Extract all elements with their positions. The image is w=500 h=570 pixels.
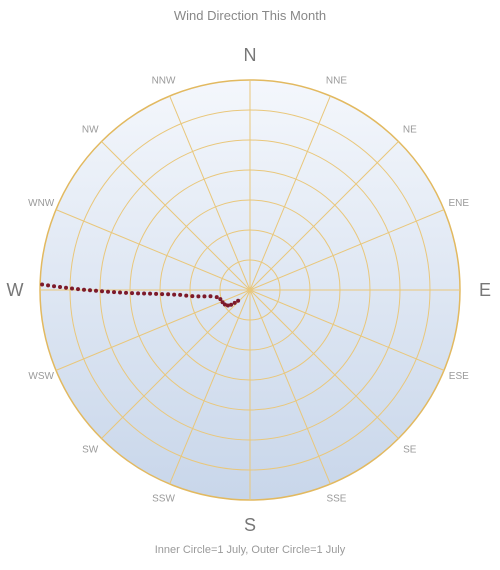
data-point xyxy=(218,297,222,301)
data-point xyxy=(215,295,219,299)
data-point xyxy=(118,290,122,294)
compass-label: SW xyxy=(82,444,99,455)
data-point xyxy=(196,294,200,298)
data-point xyxy=(112,290,116,294)
data-point xyxy=(100,289,104,293)
data-point xyxy=(190,294,194,298)
data-point xyxy=(58,285,62,289)
compass-label: SSE xyxy=(326,493,346,504)
data-point xyxy=(160,292,164,296)
data-point xyxy=(148,292,152,296)
chart-caption: Inner Circle=1 July, Outer Circle=1 July xyxy=(0,544,500,556)
data-point xyxy=(46,283,50,287)
compass-label: WNW xyxy=(28,198,55,209)
data-point xyxy=(130,291,134,295)
compass-label: SSW xyxy=(152,493,175,504)
data-point xyxy=(106,290,110,294)
data-point xyxy=(64,286,68,290)
data-point xyxy=(166,292,170,296)
data-point xyxy=(154,292,158,296)
compass-label: SE xyxy=(403,444,417,455)
data-point xyxy=(172,293,176,297)
compass-label: W xyxy=(7,280,24,300)
data-point xyxy=(184,294,188,298)
data-point xyxy=(142,292,146,296)
wind-direction-polar-chart: NESWNNENEENEESESESSESSWSWWSWWNWNWNNW xyxy=(0,0,500,570)
compass-label: ENE xyxy=(449,198,470,209)
data-point xyxy=(136,291,140,295)
data-point xyxy=(178,293,182,297)
data-point xyxy=(76,287,80,291)
compass-label: NNW xyxy=(152,76,176,87)
data-point xyxy=(52,284,56,288)
compass-label: NNE xyxy=(326,76,347,87)
compass-label: WSW xyxy=(28,371,54,382)
data-point xyxy=(40,283,44,287)
data-point xyxy=(202,294,206,298)
compass-label: S xyxy=(244,515,256,535)
compass-label: E xyxy=(479,280,491,300)
compass-label: ESE xyxy=(449,371,469,382)
data-point xyxy=(88,288,92,292)
data-point xyxy=(70,286,74,290)
data-point xyxy=(208,294,212,298)
data-point xyxy=(124,291,128,295)
compass-label: NE xyxy=(403,125,417,136)
data-point xyxy=(94,289,98,293)
data-point xyxy=(82,288,86,292)
data-point xyxy=(233,301,237,305)
compass-label: NW xyxy=(82,125,99,136)
compass-label: N xyxy=(244,45,257,65)
data-point xyxy=(236,299,240,303)
